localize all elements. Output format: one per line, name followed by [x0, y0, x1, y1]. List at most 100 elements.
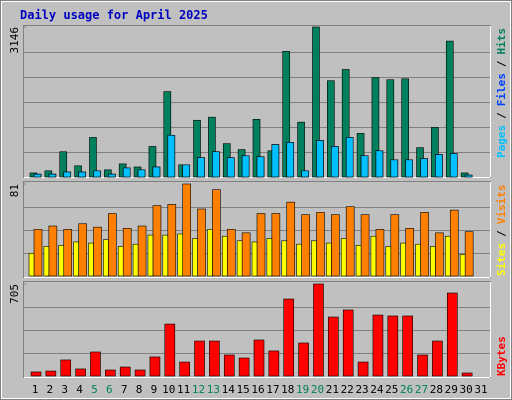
- bar: [316, 140, 324, 178]
- legend-entry: Files: [495, 73, 508, 106]
- x-tick-label: 18: [281, 383, 294, 396]
- bar: [386, 79, 395, 178]
- x-tick-label: 2: [47, 383, 54, 396]
- y-tick-label: 3146: [8, 27, 21, 54]
- bar: [331, 214, 340, 277]
- bar: [163, 91, 172, 178]
- bar: [177, 233, 183, 277]
- bar: [430, 246, 436, 277]
- bar: [256, 213, 266, 277]
- bar: [193, 119, 201, 178]
- bar: [296, 243, 302, 277]
- legend: Pages / Files / Hits: [495, 28, 508, 158]
- bar: [432, 340, 443, 377]
- bar: [93, 226, 102, 277]
- bar: [197, 157, 205, 178]
- bar: [73, 241, 79, 277]
- bar: [464, 231, 474, 277]
- bar: [251, 241, 258, 277]
- legend: KBytes: [495, 336, 508, 376]
- bar: [316, 212, 325, 277]
- bar: [420, 158, 428, 178]
- bar: [464, 174, 473, 178]
- x-tick-label: 9: [151, 383, 158, 396]
- x-tick-label: 22: [341, 383, 354, 396]
- bar: [78, 171, 86, 178]
- legend-entry: Visits: [495, 185, 508, 225]
- bar: [33, 173, 42, 178]
- bar: [88, 242, 94, 277]
- bar: [301, 214, 310, 277]
- bar: [345, 137, 354, 178]
- bar: [108, 213, 117, 277]
- bar: [108, 173, 116, 178]
- bar: [89, 137, 97, 178]
- bar: [48, 225, 58, 277]
- bar: [312, 26, 320, 178]
- bar: [371, 77, 380, 178]
- bar: [137, 169, 146, 178]
- bar: [209, 340, 220, 377]
- bar: [43, 246, 50, 277]
- x-tick-label: 31: [474, 383, 487, 396]
- bar: [59, 151, 68, 178]
- bar: [328, 316, 339, 377]
- bar: [33, 229, 43, 277]
- bar: [444, 235, 451, 277]
- bar: [252, 119, 261, 178]
- bar: [148, 146, 157, 178]
- legend-separator: /: [495, 60, 508, 67]
- x-tick-label: 21: [326, 383, 339, 396]
- bar: [63, 171, 72, 178]
- bar: [283, 298, 295, 377]
- bar: [208, 116, 216, 178]
- legend-separator: /: [495, 230, 508, 237]
- bar: [45, 370, 57, 377]
- bar: [162, 234, 169, 277]
- bar: [226, 229, 236, 277]
- bar: [435, 154, 443, 178]
- bar: [405, 227, 414, 277]
- bar: [342, 309, 354, 377]
- bar: [415, 243, 421, 277]
- x-tick-label: 20: [311, 383, 324, 396]
- bar: [271, 213, 281, 277]
- bar: [152, 166, 161, 178]
- bar: [149, 356, 161, 377]
- bar: [387, 315, 399, 377]
- bar: [63, 229, 73, 277]
- x-tick-label: 7: [121, 383, 128, 396]
- chart-title: Daily usage for April 2025: [20, 8, 208, 22]
- x-tick-label: 13: [207, 383, 220, 396]
- x-tick-label: 14: [222, 383, 236, 396]
- legend-separator: /: [495, 112, 508, 119]
- bar: [117, 246, 124, 277]
- bar: [182, 183, 191, 277]
- x-tick-label: 19: [296, 383, 309, 396]
- bar: [48, 173, 57, 178]
- bar: [271, 144, 280, 178]
- x-tick-label: 8: [136, 383, 143, 396]
- x-tick-label: 16: [251, 383, 264, 396]
- bar: [286, 142, 295, 178]
- bar: [461, 372, 473, 377]
- bar: [74, 165, 82, 178]
- bar: [60, 359, 72, 377]
- bar: [431, 127, 439, 178]
- bar: [326, 242, 332, 277]
- bar: [390, 214, 400, 277]
- bar: [459, 254, 466, 277]
- bar: [182, 164, 190, 178]
- bar: [105, 369, 116, 377]
- bar: [401, 78, 409, 178]
- x-tick-label: 23: [355, 383, 368, 396]
- bar: [375, 229, 385, 277]
- bar: [212, 189, 221, 277]
- x-tick-label: 4: [76, 383, 83, 396]
- bar: [164, 323, 176, 377]
- bar: [132, 243, 139, 277]
- x-tick-label: 30: [460, 383, 473, 396]
- bar: [78, 223, 87, 277]
- bar: [417, 354, 428, 377]
